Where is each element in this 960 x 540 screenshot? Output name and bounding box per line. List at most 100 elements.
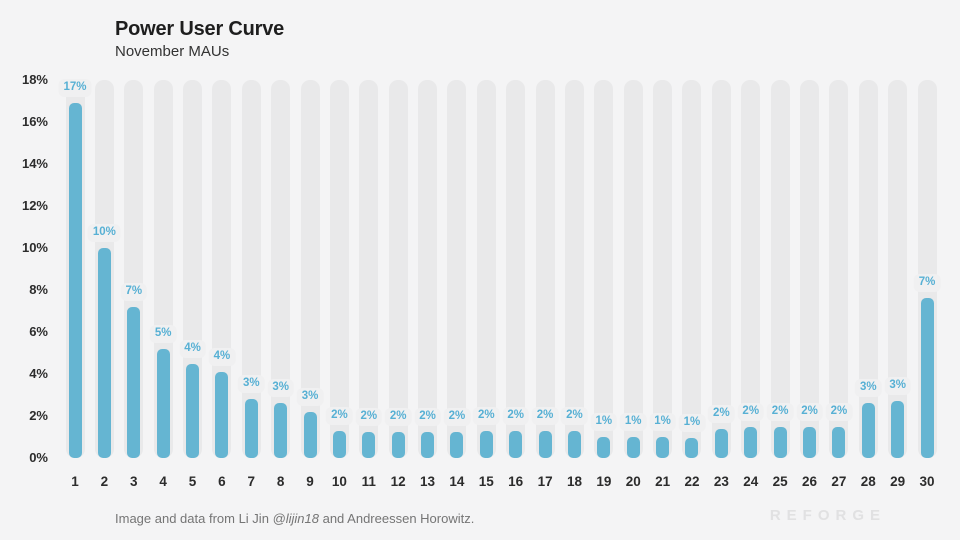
bar <box>861 403 875 458</box>
bar <box>920 298 934 458</box>
bar <box>891 401 905 458</box>
y-axis-tick-label: 6% <box>29 324 48 339</box>
bar <box>156 348 170 458</box>
bar-value-badge: 3% <box>854 379 882 398</box>
bar <box>215 371 229 458</box>
y-axis-tick-label: 0% <box>29 450 48 465</box>
bar-value-badge: 1% <box>678 414 706 433</box>
bar-value-badge: 2% <box>326 406 353 425</box>
bar-track <box>858 80 878 458</box>
x-axis-label: 26 <box>801 474 818 489</box>
bar-value-badge: 3% <box>884 377 911 396</box>
bar-track <box>388 80 408 458</box>
x-axis-label: 1 <box>71 474 79 489</box>
bar-value-badge: 2% <box>443 407 471 426</box>
bar-value-badge: 2% <box>766 402 794 421</box>
bar <box>362 431 376 458</box>
bar-value-badge: 2% <box>737 402 765 421</box>
chart-subtitle: November MAUs <box>115 43 230 60</box>
x-axis-label: 2 <box>100 474 109 489</box>
y-axis-tick-label: 10% <box>21 240 48 255</box>
bar-value-badge: 7% <box>913 274 941 293</box>
bar-value-badge: 2% <box>796 402 823 421</box>
bar <box>332 430 346 458</box>
bar <box>303 411 317 458</box>
x-axis-label: 6 <box>218 474 226 489</box>
bar-track <box>535 80 555 458</box>
bar <box>97 248 111 458</box>
x-axis-label: 7 <box>247 474 256 489</box>
footer-credit: Image and data from Li Jin @lijin18 and … <box>115 511 474 526</box>
bar-value-badge: 1% <box>619 413 647 431</box>
bar-value-badge: 2% <box>502 406 529 425</box>
bar-value-badge: 2% <box>825 402 853 421</box>
bar-value-badge: 10% <box>87 224 121 242</box>
x-axis-label: 25 <box>772 474 788 489</box>
bar-track <box>506 80 526 458</box>
bar <box>127 306 141 458</box>
bar-track <box>888 80 908 458</box>
x-axis-label: 24 <box>743 474 759 489</box>
bar-value-badge: 1% <box>590 413 618 431</box>
bar-value-badge: 2% <box>473 406 500 425</box>
bar-value-badge: 7% <box>120 282 148 301</box>
bar-track <box>741 80 761 458</box>
bar <box>803 426 816 458</box>
x-axis-label: 22 <box>684 474 700 489</box>
x-axis-label: 27 <box>831 474 847 489</box>
bar <box>538 430 552 458</box>
bar <box>274 403 288 458</box>
x-axis-label: 19 <box>596 474 612 489</box>
y-axis-tick-label: 18% <box>21 72 48 87</box>
bar-value-badge: 4% <box>179 339 206 358</box>
bar-track <box>594 80 614 458</box>
y-axis-tick-label: 8% <box>29 282 48 297</box>
bar-value-badge: 17% <box>58 79 92 98</box>
bar-track <box>447 80 467 458</box>
credit-text-suffix: and Andreessen Horowitz. <box>318 511 475 526</box>
bar <box>626 437 640 458</box>
bar <box>714 428 728 458</box>
bar <box>244 399 258 458</box>
x-axis-label: 23 <box>713 474 729 489</box>
bar-value-badge: 3% <box>237 375 265 394</box>
bar-track <box>623 80 643 458</box>
chart-title: Power User Curve <box>115 18 285 40</box>
bar <box>773 426 787 458</box>
x-axis-label: 17 <box>537 474 553 489</box>
bar-value-badge: 1% <box>649 413 676 431</box>
bar-value-badge: 2% <box>708 404 735 423</box>
bar-track <box>271 80 291 458</box>
bar-track <box>329 80 349 458</box>
bar <box>68 103 82 458</box>
x-axis-label: 28 <box>860 474 876 489</box>
bar <box>186 363 200 458</box>
y-axis-tick-label: 14% <box>21 156 48 171</box>
bar-value-badge: 2% <box>414 407 441 426</box>
x-axis-label: 30 <box>919 474 935 489</box>
bar <box>744 426 758 458</box>
bar <box>479 430 493 458</box>
bar-track <box>564 80 584 458</box>
y-axis-tick-label: 12% <box>21 198 48 213</box>
bar-value-badge: 2% <box>384 407 412 426</box>
bar-track <box>476 80 496 458</box>
bar-value-badge: 3% <box>296 387 324 406</box>
x-axis-label: 29 <box>890 474 906 489</box>
bar-value-badge: 5% <box>149 324 177 343</box>
x-axis-label: 4 <box>159 474 167 489</box>
bar <box>391 431 405 458</box>
bar-value-badge: 2% <box>561 406 588 425</box>
bar-track <box>300 80 320 458</box>
bar-track <box>359 80 379 458</box>
y-axis-tick-label: 2% <box>29 408 48 423</box>
x-axis-label: 9 <box>306 474 314 489</box>
bar-track <box>829 80 849 458</box>
bar <box>421 431 435 458</box>
bar <box>656 437 670 458</box>
bar-track <box>682 80 702 458</box>
x-axis-label: 21 <box>655 474 671 489</box>
credit-text-prefix: Image and data from Li Jin <box>115 511 273 526</box>
bar-track <box>653 80 673 458</box>
